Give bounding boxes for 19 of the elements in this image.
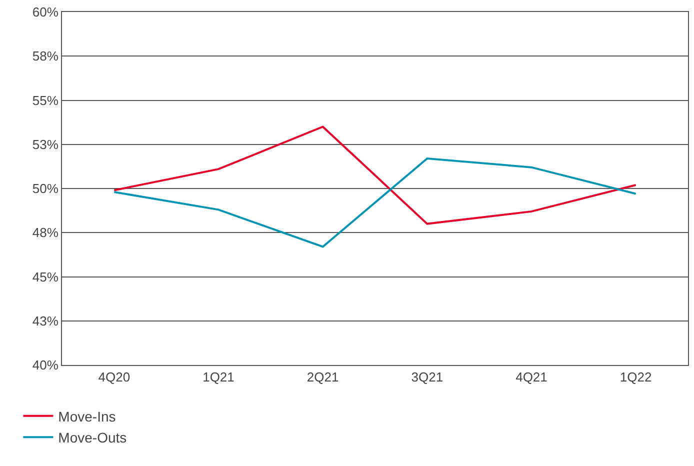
y-tick-label: 43% [32, 313, 59, 328]
legend-label: Move-Outs [58, 430, 127, 446]
line-series [113, 158, 637, 248]
x-tick-label: 4Q21 [516, 370, 548, 385]
y-tick-label: 55% [32, 92, 59, 108]
y-tick-label: 53% [32, 136, 59, 152]
y-tick-label: 40% [32, 358, 59, 373]
x-tick-label: 4Q20 [98, 370, 130, 385]
line-series [113, 126, 637, 225]
y-tick-label: 50% [32, 181, 59, 196]
y-tick-label: 58% [32, 48, 59, 64]
x-tick-label: 3Q21 [411, 370, 444, 385]
legend-label: Move-Ins [58, 408, 116, 424]
y-tick-label: 45% [32, 269, 59, 284]
x-tick-label: 2Q21 [306, 370, 339, 385]
y-tick-label: 60% [32, 4, 59, 20]
x-tick-label: 1Q21 [202, 370, 234, 385]
x-tick-label: 1Q22 [620, 370, 652, 385]
y-tick-label: 48% [32, 225, 59, 240]
